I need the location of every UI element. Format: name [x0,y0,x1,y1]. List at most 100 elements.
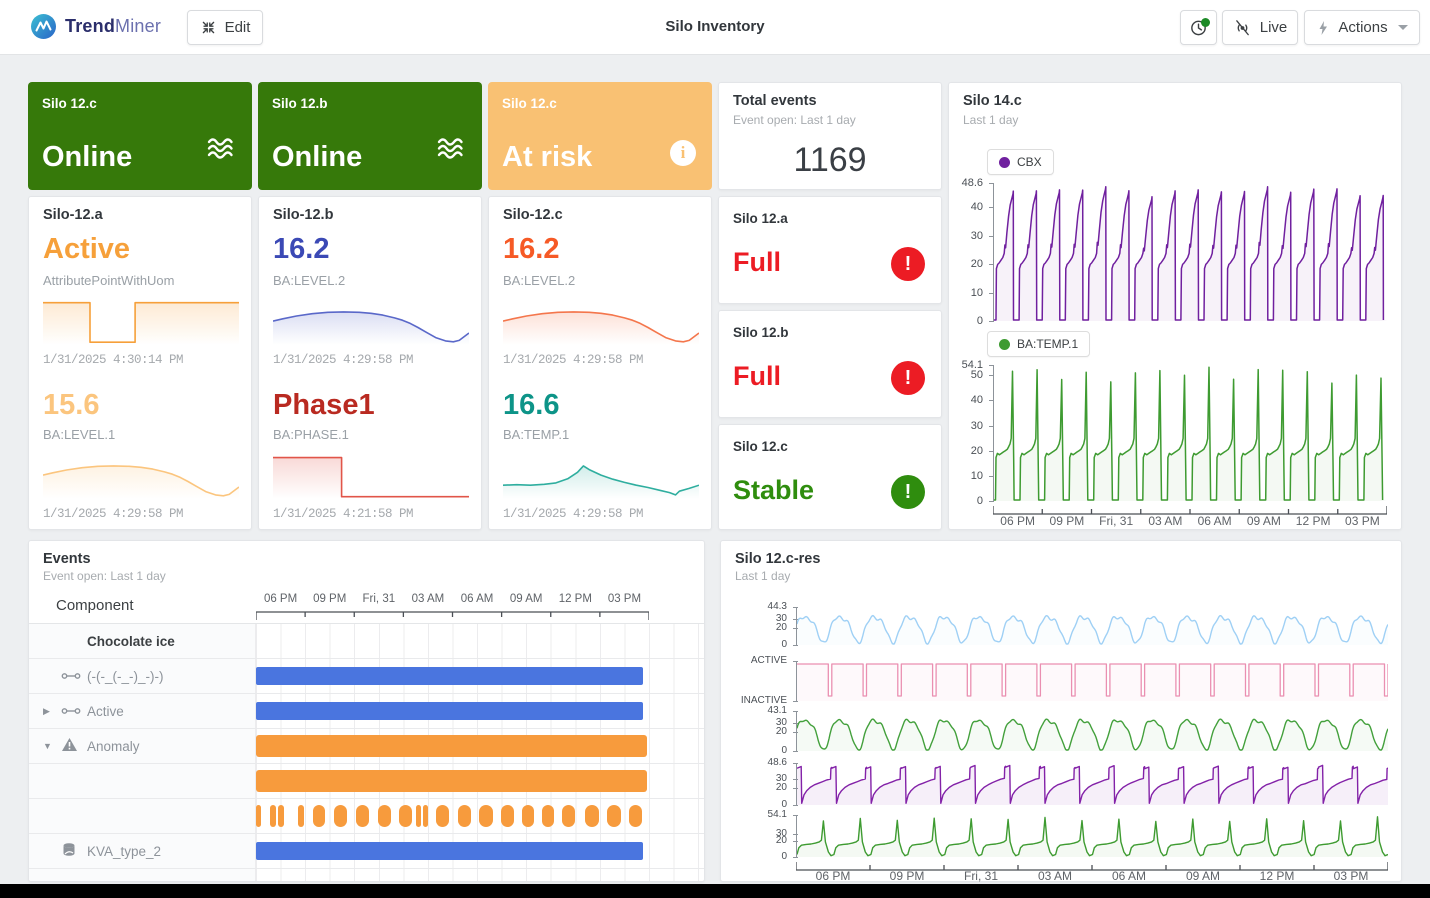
legend-ba-temp1[interactable]: BA:TEMP.1 [987,331,1090,357]
gantt-bar[interactable] [416,805,421,827]
gantt-bar[interactable] [256,667,643,685]
gantt-row-chocolate-ice[interactable]: Chocolate ice [29,624,705,659]
gantt-bar[interactable] [256,770,647,792]
gantt-bar[interactable] [298,805,304,827]
gantt-rows: Chocolate ice (-(-_(-_-)_-)-) ▶ Active ▼… [29,623,705,882]
axis-tick-label: 48.6 [735,757,787,768]
gantt-track[interactable] [256,729,705,763]
gantt-track[interactable] [256,624,705,658]
gantt-bar[interactable] [479,805,492,827]
bottom-black-bar [0,884,1430,898]
status-tile-value: Online [272,141,362,174]
gantt-bar[interactable] [270,805,276,827]
gantt-bar[interactable] [334,805,347,827]
gantt-bar[interactable] [378,805,391,827]
gantt-track[interactable] [256,869,705,882]
actions-button-label: Actions [1338,19,1387,36]
status-tile-name: Silo 12.b [272,96,328,111]
gantt-track[interactable] [256,659,705,693]
row-label: (-(-_(-_-)_-)-) [87,669,163,684]
warning-icon [61,737,78,755]
axis-tick [989,501,994,502]
gantt-bar[interactable] [629,805,642,827]
metric-label: BA:LEVEL.2 [503,273,575,288]
gantt-bar[interactable] [356,805,369,827]
gantt-bar[interactable] [256,735,647,757]
actions-button[interactable]: Actions [1304,10,1420,45]
component-column-header: Component [56,597,134,614]
axis-tick-label: 03 PM [1338,514,1387,528]
chevron-right-icon[interactable]: ▶ [43,706,50,717]
gantt-row-emoticon[interactable]: (-(-_(-_-)_-)-) [29,659,705,694]
gantt-bar[interactable] [278,805,284,827]
metric-label: BA:PHASE.1 [273,427,349,442]
gantt-row-anomaly[interactable]: ▼ Anomaly [29,729,705,764]
refresh-timer-button[interactable] [1180,10,1217,45]
gantt-track[interactable] [256,799,705,833]
gantt-bar[interactable] [501,805,514,827]
x-axis-labels: 06 PM09 PMFri, 3103 AM06 AM09 AM12 PM03 … [796,869,1388,883]
status-tile-silo12c[interactable]: Silo 12.c Online [28,82,252,190]
legend-cbx[interactable]: CBX [987,149,1054,175]
row-label: Chocolate ice [87,634,175,649]
axis-tick-label: 12 PM [551,593,600,605]
gantt-bar[interactable] [399,805,412,827]
gantt-row-anomaly-child[interactable] [29,764,705,799]
gantt-bar[interactable] [522,805,534,827]
gantt-bar[interactable] [436,805,449,827]
gantt-bar[interactable] [256,702,643,720]
gantt-bar[interactable] [458,805,471,827]
axis-tick-label: 03 AM [1018,869,1092,883]
metric-label: AttributePointWithUom [43,273,175,288]
gantt-bar[interactable] [256,805,261,827]
gantt-row-kva-type2[interactable]: KVA_type_2 [29,834,705,869]
gantt-track[interactable] [256,764,705,798]
metric-sparkline [273,453,469,499]
y-axis-labels: 54.150403020100 [949,365,989,501]
gantt-bar[interactable] [607,805,621,827]
alert-tile-value: Full [733,247,781,278]
top-bar: TrendMiner Edit Silo Inventory [0,0,1430,55]
silo14c-subtitle: Last 1 day [963,113,1018,127]
kpi-tile-silo12b[interactable]: Silo-12.b 16.2 BA:LEVEL.2 1/31/2025 4:29… [258,196,482,530]
alert-tile-silo12c[interactable]: Silo 12.c Stable ! [718,424,942,530]
axis-tick-label: Fri, 31 [944,869,1018,883]
alert-tile-silo12a[interactable]: Silo 12.a Full ! [718,196,942,304]
axis-tick-label: 48.6 [943,178,983,189]
live-button[interactable]: Live [1222,10,1298,45]
metric-timestamp: 1/31/2025 4:30:14 PM [43,353,183,367]
gantt-bar[interactable] [585,805,599,827]
gantt-bar[interactable] [313,805,325,827]
kpi-tile-silo12c[interactable]: Silo-12.c 16.2 BA:LEVEL.2 1/31/2025 4:29… [488,196,712,530]
gantt-axis-ruler [256,609,649,621]
axis-tick-label: 54.1 [735,809,787,820]
status-tile-silo12b[interactable]: Silo 12.b Online [258,82,482,190]
total-events-tile[interactable]: Total events Event open: Last 1 day 1169 [718,82,942,190]
status-tile-silo12c-risk[interactable]: Silo 12.c At risk i [488,82,712,190]
chevron-down-icon[interactable]: ▼ [43,741,52,751]
axis-tick-label: Fri, 31 [1092,514,1141,528]
axis-tick [793,751,798,752]
axis-tick [793,857,798,858]
alert-tile-silo12b[interactable]: Silo 12.b Full ! [718,310,942,418]
silo12c-res-panel: Silo 12.c-res Last 1 day 44.330200 ACTIV… [720,540,1402,882]
gantt-track[interactable] [256,694,705,728]
gantt-bar[interactable] [423,805,428,827]
x-axis-labels: 06 PM09 PMFri, 3103 AM06 AM09 AM12 PM03 … [993,514,1387,528]
gantt-bar[interactable] [562,805,575,827]
gantt-bar[interactable] [542,805,554,827]
gantt-track[interactable] [256,834,705,868]
kpi-tile-title: Silo-12.a [43,207,103,223]
link-icon [61,704,81,719]
gantt-row-partial[interactable] [29,869,705,882]
axis-tick-label: 30 [943,421,983,432]
gantt-row-active[interactable]: ▶ Active [29,694,705,729]
axis-tick-label: 20 [943,446,983,457]
axis-tick-label: 0 [735,745,787,756]
axis-tick-label: 50 [943,370,983,381]
y-axis-labels: ACTIVEINACTIVE [733,661,793,701]
axis-tick-label: 09 PM [1042,514,1091,528]
kpi-tile-silo12a[interactable]: Silo-12.a Active AttributePointWithUom 1… [28,196,252,530]
gantt-row-anomaly-segments[interactable] [29,799,705,834]
gantt-bar[interactable] [256,842,643,860]
